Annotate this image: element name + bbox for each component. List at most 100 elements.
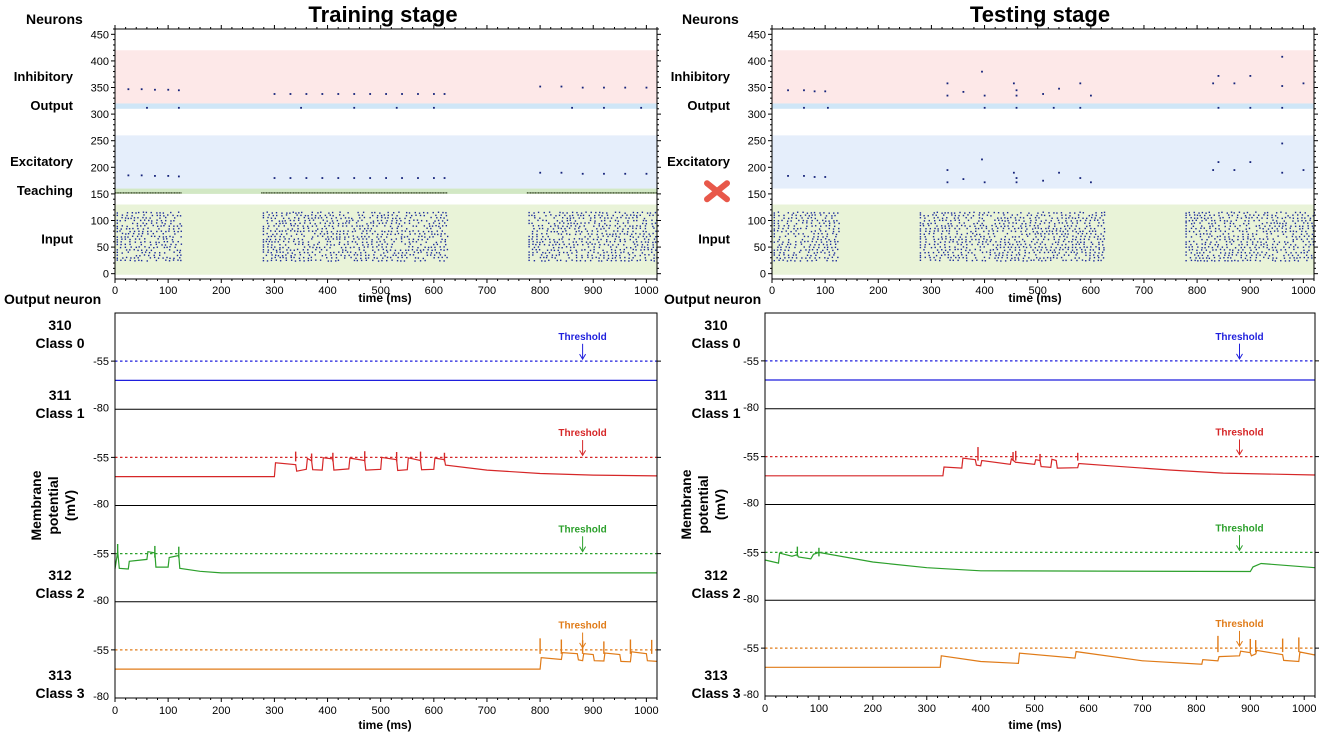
input-spike (954, 248, 956, 251)
input-spike (546, 233, 548, 235)
input-spike (1203, 260, 1206, 262)
input-spike (390, 246, 393, 248)
input-spike (390, 222, 393, 225)
teaching-spike (585, 192, 587, 194)
input-spike (1228, 252, 1231, 254)
input-spike (636, 211, 639, 214)
input-spike (121, 238, 123, 240)
input-spike (986, 239, 988, 241)
teaching-spike (601, 192, 603, 194)
teaching-spike (265, 192, 268, 194)
input-spike (1190, 236, 1193, 238)
teaching-spike (526, 192, 529, 194)
input-spike (424, 236, 426, 238)
input-spike (1010, 254, 1013, 256)
input-spike (1061, 214, 1063, 216)
input-spike (999, 244, 1002, 246)
input-spike (653, 238, 656, 240)
input-spike (325, 227, 327, 230)
input-spike (949, 248, 951, 251)
excitatory-spike (401, 177, 403, 179)
y-tick-label: 200 (748, 162, 766, 174)
input-spike (284, 244, 287, 246)
input-spike (596, 230, 599, 233)
teaching-spike (547, 192, 549, 194)
input-spike (144, 251, 147, 253)
input-spike (1018, 252, 1020, 254)
input-spike (951, 214, 953, 216)
output-spike (571, 106, 573, 109)
input-spike (279, 260, 282, 262)
input-spike (1296, 257, 1298, 259)
input-spike (1239, 225, 1241, 227)
input-spike (837, 212, 839, 214)
input-spike (1243, 246, 1246, 249)
input-spike (528, 241, 530, 243)
input-spike (562, 236, 564, 238)
input-spike (598, 214, 600, 216)
input-spike (1190, 252, 1193, 254)
input-spike (405, 211, 408, 214)
input-spike (421, 238, 423, 241)
input-spike (1291, 235, 1294, 238)
input-spike (307, 225, 309, 228)
input-spike (158, 241, 160, 244)
input-spike (991, 224, 993, 227)
input-spike (967, 214, 969, 216)
input-spike (940, 236, 943, 238)
input-spike (366, 232, 368, 235)
input-spike (1094, 217, 1096, 219)
input-spike (440, 241, 442, 243)
input-spike (1197, 260, 1199, 262)
input-spike (130, 257, 132, 259)
input-spike (379, 212, 381, 214)
input-spike (1088, 259, 1091, 261)
input-spike (270, 259, 273, 262)
input-spike (820, 225, 822, 227)
input-spike (1071, 246, 1074, 249)
band-label-excitatory: Excitatory (667, 154, 731, 169)
excitatory-spike (140, 174, 143, 177)
input-spike (934, 227, 936, 230)
input-spike (1199, 235, 1202, 238)
input-spike (287, 252, 289, 254)
input-spike (1038, 259, 1040, 261)
input-spike (566, 225, 568, 228)
input-spike (1193, 240, 1195, 243)
input-spike (581, 231, 583, 233)
band-label-inhibitory: Inhibitory (671, 69, 731, 84)
input-spike (1259, 254, 1261, 256)
input-spike (154, 235, 156, 238)
input-spike (1300, 238, 1303, 241)
input-spike (1101, 251, 1104, 253)
input-spike (1206, 239, 1208, 241)
input-spike (828, 222, 831, 224)
input-spike (566, 212, 568, 214)
input-spike (919, 238, 922, 240)
teaching-spike (628, 192, 631, 194)
input-spike (607, 257, 610, 260)
input-spike (549, 238, 551, 241)
input-spike (1283, 220, 1286, 222)
input-spike (575, 241, 578, 243)
input-spike (1235, 254, 1238, 256)
input-spike (1212, 249, 1214, 251)
input-spike (970, 217, 973, 219)
teaching-spike (606, 192, 608, 194)
input-spike (329, 222, 331, 224)
x-tick-label: 600 (425, 285, 443, 297)
input-spike (332, 227, 335, 230)
input-spike (1082, 212, 1085, 214)
teaching-spike (363, 192, 365, 194)
input-spike (1311, 257, 1313, 259)
teaching-spike (592, 192, 594, 194)
input-spike (307, 227, 310, 229)
input-spike (1030, 240, 1033, 243)
input-spike (140, 249, 143, 251)
input-spike (1269, 230, 1272, 233)
input-spike (778, 254, 780, 256)
input-spike (424, 233, 426, 235)
input-spike (562, 212, 564, 214)
input-spike (568, 238, 570, 241)
input-spike (1292, 217, 1295, 219)
